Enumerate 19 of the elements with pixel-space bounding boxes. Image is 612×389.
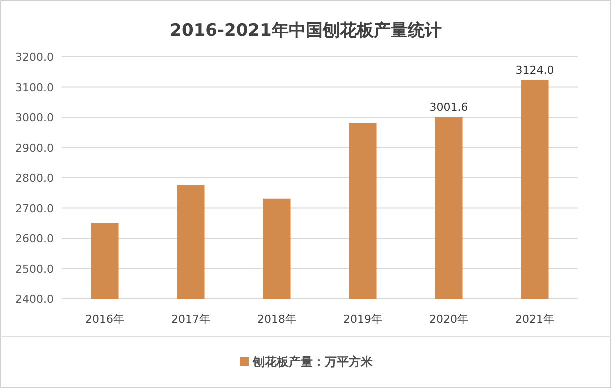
x-tick-label: 2019年 [344,313,382,326]
y-tick-label: 3100.0 [16,81,54,94]
legend-label: 刨花板产量：万平方米 [252,355,374,369]
data-label: 3124.0 [516,64,554,77]
chart-title: 2016-2021年中国刨花板产量统计 [170,21,442,41]
data-label: 3001.6 [430,101,468,114]
x-tick-label: 2016年 [86,313,124,326]
x-tick-label: 2021年 [516,313,554,326]
y-tick-label: 2900.0 [16,142,54,155]
y-tick-label: 3000.0 [16,112,54,124]
y-tick-label: 2800.0 [16,172,54,185]
x-tick-label: 2018年 [258,313,296,326]
y-tick-label: 2700.0 [16,202,54,216]
x-tick-label: 2020年 [430,313,468,326]
x-tick-label: 2017年 [172,313,210,326]
y-tick-label: 2600.0 [16,232,54,246]
y-tick-label: 2400.0 [16,293,54,306]
y-tick-label: 3200.0 [16,51,54,64]
y-tick-label: 2500.0 [16,262,54,276]
